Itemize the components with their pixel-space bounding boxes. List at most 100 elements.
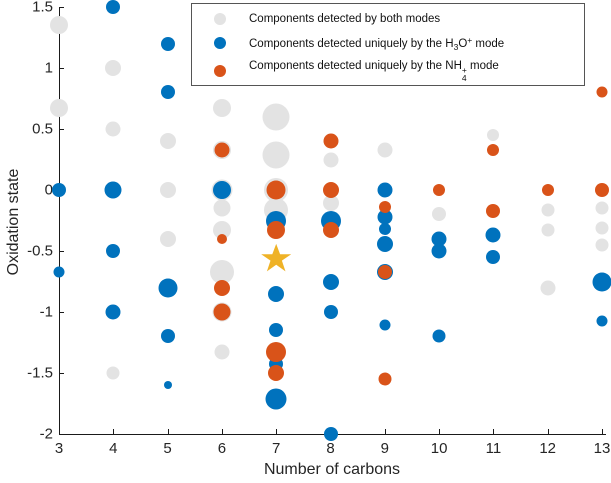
- data-point: [541, 203, 555, 217]
- data-point: [592, 272, 611, 291]
- data-point: [432, 207, 447, 222]
- data-point: [433, 184, 446, 196]
- data-point: [53, 266, 65, 278]
- legend-label-h3o: Components detected uniquely by the H3O+…: [249, 35, 504, 52]
- data-point: [106, 244, 121, 258]
- data-point: [268, 365, 285, 381]
- data-point: [52, 183, 66, 197]
- data-point: [486, 250, 501, 265]
- data-point: [266, 342, 287, 363]
- x-tick-label: 3: [54, 440, 64, 457]
- y-tick: [59, 373, 64, 374]
- x-tick-label: 6: [217, 440, 227, 457]
- y-tick: [59, 129, 64, 130]
- data-point: [540, 280, 556, 296]
- data-point: [213, 279, 230, 296]
- data-point: [212, 99, 231, 118]
- y-tick-label: -2: [39, 425, 53, 443]
- data-point: [262, 103, 290, 131]
- data-point: [262, 141, 290, 169]
- data-point: [377, 182, 393, 198]
- data-point: [323, 152, 338, 167]
- data-point: [378, 372, 392, 386]
- data-point: [268, 285, 285, 302]
- y-axis-line: [59, 7, 60, 435]
- legend-label-h3o-sub: 3: [453, 41, 459, 52]
- data-point: [322, 273, 339, 290]
- data-point: [322, 182, 339, 198]
- x-axis-title: Number of carbons: [263, 461, 401, 478]
- data-point: [595, 221, 609, 235]
- data-point: [269, 323, 284, 338]
- data-point: [323, 133, 338, 149]
- data-point: [159, 182, 176, 198]
- y-tick-label: 0: [44, 181, 53, 199]
- legend-label-h3o-mid: O: [458, 37, 468, 50]
- x-tick-label: 8: [326, 440, 335, 457]
- y-tick-label: 1.5: [32, 0, 53, 16]
- data-point: [104, 181, 122, 199]
- data-point: [105, 304, 121, 320]
- x-tick-label: 11: [485, 440, 502, 457]
- x-tick: [113, 429, 115, 434]
- legend-marker-nh4-icon: [214, 65, 226, 77]
- data-point: [212, 181, 231, 199]
- data-point: [377, 142, 393, 158]
- legend-label-nh4-sub: 4: [461, 72, 467, 83]
- x-tick-label: 13: [593, 440, 611, 457]
- legend-label-nh4-prefix: Components detected uniquely by the NH: [249, 59, 462, 72]
- y-tick: [59, 251, 64, 252]
- data-point: [485, 227, 501, 243]
- y-tick: [59, 68, 64, 69]
- data-point: [160, 36, 175, 51]
- data-point: [106, 0, 121, 14]
- data-point: [432, 329, 446, 343]
- x-tick: [547, 429, 549, 434]
- data-point: [163, 381, 172, 390]
- x-tick-label: 9: [380, 440, 389, 457]
- data-point: [50, 99, 68, 118]
- data-point: [266, 180, 286, 200]
- x-tick-label: 4: [109, 440, 118, 457]
- data-point: [159, 133, 176, 150]
- y-tick: [59, 7, 64, 8]
- data-point: [322, 195, 339, 212]
- legend-item-both: Components detected by both modes: [192, 6, 440, 32]
- data-point: [106, 366, 120, 380]
- data-point: [595, 238, 609, 252]
- data-point: [105, 60, 122, 76]
- legend-label-h3o-prefix: Components detected uniquely by the H: [249, 37, 454, 50]
- legend-label-both: Components detected by both modes: [249, 13, 441, 25]
- data-point: [378, 201, 391, 214]
- data-point: [377, 264, 392, 279]
- data-point: [541, 223, 555, 237]
- data-point: [376, 235, 393, 252]
- legend-label-nh4-sup: +: [461, 64, 467, 75]
- data-point: [213, 303, 231, 321]
- data-point: [214, 344, 230, 360]
- data-point: [267, 221, 286, 240]
- data-point: [322, 222, 339, 239]
- x-tick: [602, 429, 603, 434]
- legend-item-h3o: Components detected uniquely by the H3O+…: [192, 30, 504, 56]
- legend: Components detected by both modes Compon…: [191, 3, 585, 86]
- data-point: [160, 85, 175, 100]
- y-tick-label: -0.5: [27, 242, 53, 260]
- data-point: [216, 233, 227, 244]
- data-point: [596, 315, 608, 327]
- x-tick: [439, 429, 441, 434]
- data-point: [378, 223, 391, 236]
- x-tick-label: 7: [272, 440, 281, 457]
- y-tick: [59, 434, 64, 435]
- legend-label-h3o-suffix: mode: [472, 37, 505, 50]
- data-point: [213, 199, 231, 217]
- x-tick: [167, 429, 169, 434]
- y-axis-title: Oxidation state: [5, 168, 22, 276]
- y-tick-label: -1: [39, 303, 53, 321]
- y-tick-label: 0.5: [32, 120, 53, 138]
- y-tick-label: -1.5: [27, 364, 53, 382]
- y-tick: [59, 312, 64, 313]
- legend-label-nh4-suffix: mode: [466, 59, 499, 72]
- data-point: [595, 201, 609, 215]
